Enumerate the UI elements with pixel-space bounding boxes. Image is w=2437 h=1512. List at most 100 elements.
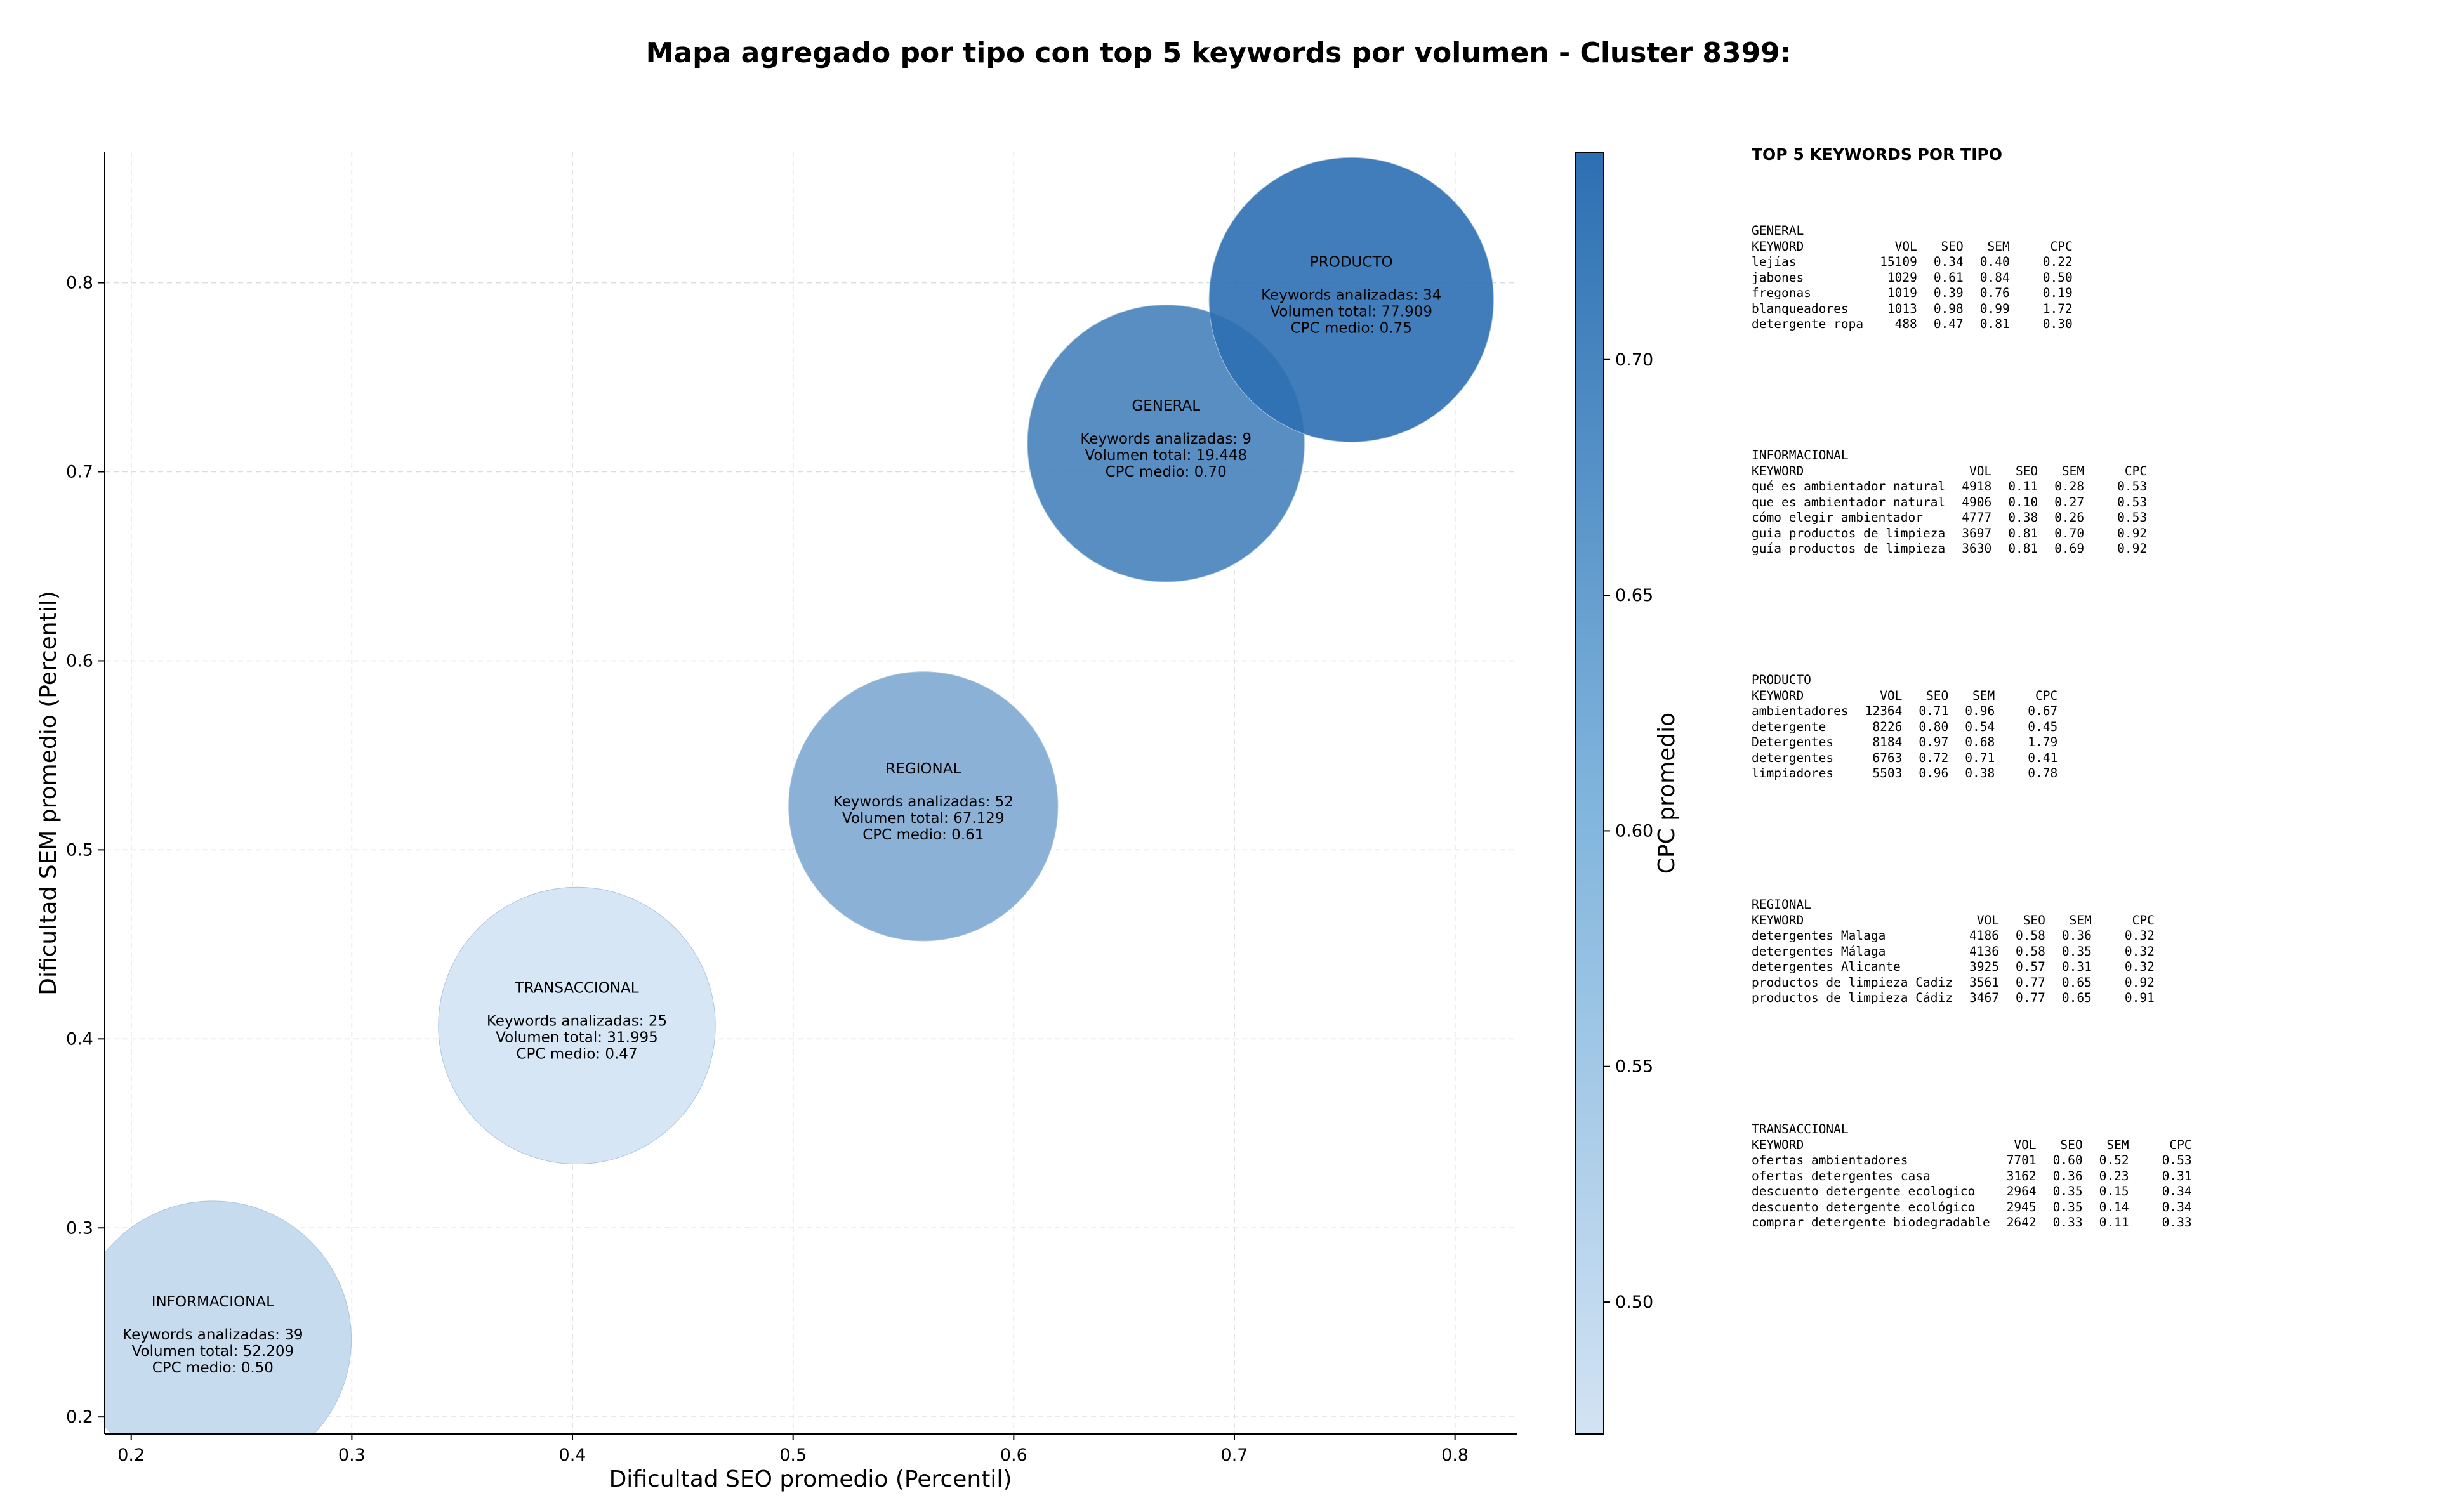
keyword-table: KEYWORD VOL SEO SEM CPC ofertas ambientadores… xyxy=(1752,1138,2192,1231)
table-cell: 0.92 xyxy=(2124,975,2155,990)
table-cell: 0.31 xyxy=(2061,959,2092,974)
table-cell: 0.35 xyxy=(2052,1199,2083,1214)
table-row: qué es ambientador natural 4918 0.11 0.28 0.… xyxy=(1752,479,2147,495)
table-row: productos de limpieza Cadiz 3561 0.77 0.65 0… xyxy=(1752,975,2155,991)
table-cell: 1.72 xyxy=(2042,301,2073,316)
table-cell: 0.69 xyxy=(2054,541,2085,556)
bubble-cpc-label: CPC medio: 0.61 xyxy=(862,827,984,843)
keyword-group-general: GENERAL KEYWORD VOL SEO SEM CPC lejías 15109 0.3… xyxy=(1752,223,2424,448)
table-cell: 0.34 xyxy=(2162,1199,2192,1214)
table-cell: 0.53 xyxy=(2117,510,2148,525)
table-cell: 0.47 xyxy=(1933,317,1964,331)
table-cell: 3467 xyxy=(1969,990,1999,1005)
table-cell: 0.53 xyxy=(2162,1153,2192,1167)
table-cell: 4136 xyxy=(1969,943,1999,959)
column-header: VOL xyxy=(1880,688,1903,703)
table-cell: 0.50 xyxy=(2042,270,2073,285)
table-cell: que es ambientador natural xyxy=(1752,494,1946,509)
bubble-type-label: REGIONAL xyxy=(885,761,961,777)
table-row: ambientadores 12364 0.71 0.96 0.67 xyxy=(1752,704,2057,720)
table-cell: 3561 xyxy=(1969,975,1999,990)
panel-heading: TOP 5 KEYWORDS POR TIPO xyxy=(1752,145,2002,164)
table-cell: 2642 xyxy=(2006,1215,2037,1230)
table-row: detergentes Malaga 4186 0.58 0.36 0.32 xyxy=(1752,928,2155,944)
table-cell: 0.77 xyxy=(2015,975,2045,990)
table-cell: 12364 xyxy=(1865,704,1903,718)
table-cell: 0.41 xyxy=(2028,750,2058,765)
table-cell: 0.67 xyxy=(2028,704,2058,718)
keyword-groups: GENERAL KEYWORD VOL SEO SEM CPC lejías 15109 0.3… xyxy=(1752,223,2424,1346)
x-axis-label: Dificultad SEO promedio (Percentil) xyxy=(609,1466,1012,1492)
table-row: productos de limpieza Cádiz 3467 0.77 0.65 0… xyxy=(1752,990,2155,1006)
table-cell: 0.72 xyxy=(1919,750,1949,765)
bubble-transaccional xyxy=(438,886,716,1165)
table-cell: ofertas detergentes casa xyxy=(1752,1168,1931,1183)
colorbar-tick-label: 0.60 xyxy=(1615,821,1653,841)
table-cell: 0.32 xyxy=(2124,959,2155,974)
bubble-producto xyxy=(1208,157,1494,443)
colorbar-tick-label: 0.70 xyxy=(1615,350,1653,370)
bubble-cpc-label: CPC medio: 0.70 xyxy=(1106,464,1227,480)
column-header: CPC xyxy=(2124,463,2148,478)
table-cell: 0.45 xyxy=(2028,719,2058,734)
table-cell: 1029 xyxy=(1887,270,1917,285)
table-cell: 0.58 xyxy=(2015,943,2045,959)
column-header: SEM xyxy=(2106,1137,2129,1152)
x-tick-label: 0.7 xyxy=(1221,1445,1248,1465)
table-cell: 0.71 xyxy=(1919,704,1949,718)
table-cell: 0.78 xyxy=(2028,766,2058,780)
group-title: INFORMACIONAL xyxy=(1752,448,1849,463)
table-cell: 0.15 xyxy=(2099,1184,2129,1199)
chart-title: Mapa agregado por tipo con top 5 keyword… xyxy=(646,37,1792,69)
table-cell: 0.80 xyxy=(1919,719,1949,734)
table-cell: limpiadores xyxy=(1752,766,1834,780)
column-header: KEYWORD xyxy=(1752,688,1804,703)
table-cell: 1.79 xyxy=(2028,735,2058,749)
bubble-regional xyxy=(788,671,1059,942)
table-cell: guia productos de limpieza xyxy=(1752,525,1946,541)
table-header-row: KEYWORD VOL SEO SEM CPC xyxy=(1752,464,2147,480)
colorbar xyxy=(1575,152,1604,1435)
table-cell: guía productos de limpieza xyxy=(1752,541,1946,556)
bubbles xyxy=(105,157,1494,1434)
table-cell: 4777 xyxy=(1962,510,1992,525)
table-row: guia productos de limpieza 3697 0.81 0.70 0.… xyxy=(1752,526,2147,542)
table-cell: 0.76 xyxy=(1979,286,2010,300)
y-tick-label: 0.3 xyxy=(66,1218,93,1238)
table-cell: 0.70 xyxy=(2054,525,2085,541)
table-cell: 0.39 xyxy=(1933,286,1964,300)
keyword-group-transaccional: TRANSACCIONAL KEYWORD VOL SEO SEM CPC ofertas … xyxy=(1752,1122,2424,1346)
table-cell: 0.97 xyxy=(1919,735,1949,749)
table-cell: 0.34 xyxy=(1933,254,1964,269)
table-cell: 0.34 xyxy=(2162,1184,2192,1199)
keyword-table: KEYWORD VOL SEO SEM CPC lejías 15109 0.34 0.40 0.… xyxy=(1752,239,2073,332)
axes: 0.2 0.3 0.4 0.5 0.6 0.7 0.8 0.2 0.3 0.4 0.5 0.6 0.7 0… xyxy=(66,152,1517,1465)
table-cell: 0.35 xyxy=(2061,943,2092,959)
table-cell: 0.81 xyxy=(2008,541,2038,556)
bubble-keywords-label: Keywords analizadas: 34 xyxy=(1261,287,1441,303)
table-cell: 0.53 xyxy=(2117,494,2148,509)
table-cell: 0.81 xyxy=(2008,525,2038,541)
colorbar-ticks: 0.50 0.55 0.60 0.65 0.70 xyxy=(1604,350,1653,1312)
column-header: SEM xyxy=(2061,463,2085,478)
bubble-volume-label: Volumen total: 77.909 xyxy=(1270,303,1432,320)
colorbar-tick-label: 0.50 xyxy=(1615,1292,1653,1312)
table-cell: 0.10 xyxy=(2008,494,2038,509)
bubble-keywords-label: Keywords analizadas: 9 xyxy=(1080,431,1252,447)
bubble-cpc-label: CPC medio: 0.75 xyxy=(1291,320,1412,336)
y-tick-label: 0.7 xyxy=(66,463,93,482)
table-cell: 15109 xyxy=(1880,254,1917,269)
table-cell: 7701 xyxy=(2006,1153,2037,1167)
y-axis-label: Dificultad SEM promedio (Percentil) xyxy=(36,591,62,996)
table-row: descuento detergente ecológico 2945 0.35 0.… xyxy=(1752,1200,2192,1216)
table-cell: 0.98 xyxy=(1933,301,1964,316)
table-cell: 0.30 xyxy=(2042,317,2073,331)
table-cell: 0.23 xyxy=(2099,1168,2129,1183)
table-row: detergente ropa 488 0.47 0.81 0.30 xyxy=(1752,317,2073,332)
table-cell: detergente ropa xyxy=(1752,317,1864,331)
table-cell: productos de limpieza Cadiz xyxy=(1752,975,1953,990)
table-cell: 0.32 xyxy=(2124,928,2155,943)
table-cell: descuento detergente ecologico xyxy=(1752,1184,1976,1199)
table-row: detergentes Alicante 3925 0.57 0.31 0.32 xyxy=(1752,959,2155,975)
table-row: blanqueadores 1013 0.98 0.99 1.72 xyxy=(1752,301,2073,317)
